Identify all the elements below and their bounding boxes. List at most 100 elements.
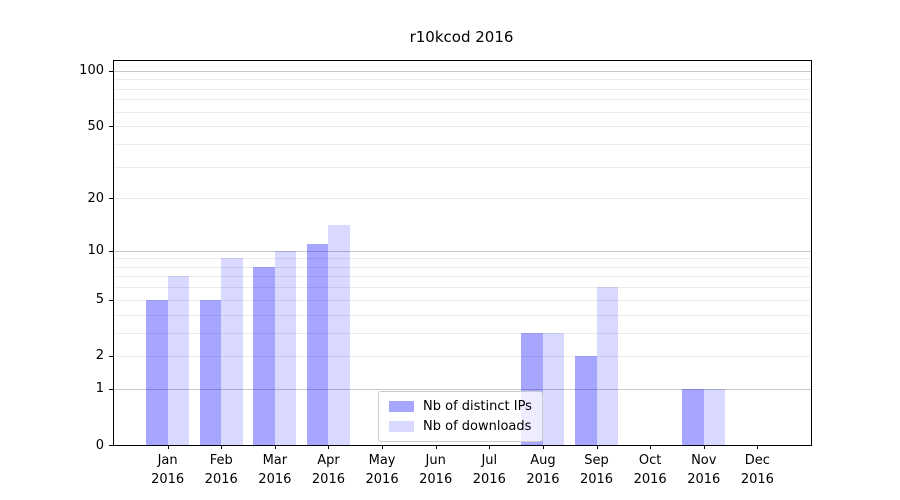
bar-downloads <box>703 388 726 445</box>
x-axis-tick-label: Jun 2016 <box>396 452 476 490</box>
year-label: 2016 <box>687 471 721 487</box>
x-tick-mark <box>650 445 652 449</box>
month-label: Jan <box>157 453 178 468</box>
minor-gridline <box>114 314 811 316</box>
x-tick-mark <box>757 445 759 449</box>
x-tick-mark <box>435 445 437 449</box>
y-axis-tick-label: 50 <box>87 118 104 134</box>
month-label: Oct <box>638 453 662 468</box>
month-label: Feb <box>209 453 233 468</box>
y-tick-mark <box>109 70 114 72</box>
month-label: Dec <box>744 453 770 468</box>
legend: Nb of distinct IPs Nb of downloads <box>378 391 543 442</box>
x-tick-mark <box>382 445 384 449</box>
bar-distinct-ips <box>253 266 275 445</box>
minor-gridline <box>114 111 811 113</box>
month-label: Jul <box>481 453 498 468</box>
bar-distinct-ips <box>575 355 597 445</box>
bar-distinct-ips <box>199 299 222 445</box>
minor-gridline <box>114 126 811 128</box>
x-tick-mark <box>489 445 491 449</box>
y-tick-mark <box>109 355 114 357</box>
minor-gridline <box>114 355 811 357</box>
month-label: May <box>368 453 396 468</box>
bar-distinct-ips <box>682 388 704 445</box>
minor-gridline <box>114 79 811 81</box>
y-axis-tick-label: 5 <box>95 292 104 308</box>
year-label: 2016 <box>258 471 292 487</box>
x-tick-mark <box>596 445 598 449</box>
y-tick-mark <box>109 388 114 390</box>
year-label: 2016 <box>579 471 614 487</box>
x-tick-mark <box>274 445 276 449</box>
major-gridline <box>114 388 811 390</box>
minor-gridline <box>114 88 811 90</box>
bar-downloads <box>274 250 297 445</box>
bar-distinct-ips <box>306 243 329 445</box>
bar-downloads <box>328 225 350 445</box>
x-axis-tick-label: May 2016 <box>342 452 422 490</box>
year-label: 2016 <box>311 471 345 487</box>
minor-gridline <box>114 299 811 301</box>
y-tick-mark <box>109 126 114 128</box>
y-axis-tick-label: 100 <box>79 63 104 79</box>
legend-swatch-downloads-icon <box>389 421 414 432</box>
year-label: 2016 <box>151 471 185 487</box>
legend-item-distinct-ips: Nb of distinct IPs <box>389 399 532 414</box>
y-axis-tick-label: 1 <box>95 381 104 397</box>
month-label: Sep <box>584 453 609 468</box>
year-label: 2016 <box>204 471 238 487</box>
minor-gridline <box>114 99 811 101</box>
x-axis-tick-label: Dec 2016 <box>717 452 797 490</box>
x-axis-tick-label: Sep 2016 <box>557 452 637 490</box>
y-tick-mark <box>109 299 114 301</box>
month-label: Aug <box>530 453 556 468</box>
minor-gridline <box>114 198 811 200</box>
year-label: 2016 <box>740 471 774 487</box>
x-axis-tick-label: Aug 2016 <box>503 452 583 490</box>
y-axis-tick-label: 10 <box>87 243 104 259</box>
month-label: Mar <box>262 453 288 468</box>
year-label: 2016 <box>526 471 560 487</box>
x-axis-tick-label: Jan 2016 <box>128 452 208 490</box>
x-tick-mark <box>221 445 223 449</box>
chart-title: r10kcod 2016 <box>409 28 514 46</box>
y-axis-tick-label: 20 <box>87 190 104 206</box>
legend-label-distinct-ips: Nb of distinct IPs <box>423 399 532 414</box>
y-tick-mark <box>109 198 114 200</box>
x-axis-tick-label: Oct 2016 <box>610 452 690 490</box>
year-label: 2016 <box>633 471 667 487</box>
year-label: 2016 <box>472 471 506 487</box>
year-label: 2016 <box>365 471 399 487</box>
legend-swatch-distinct-ips-icon <box>389 401 414 412</box>
bar-downloads <box>167 276 190 445</box>
x-tick-mark <box>542 445 544 449</box>
x-axis-tick-label: Mar 2016 <box>235 452 315 490</box>
x-axis-tick-label: Apr 2016 <box>288 452 368 490</box>
major-gridline <box>114 250 811 252</box>
y-tick-mark <box>109 250 114 252</box>
minor-gridline <box>114 287 811 289</box>
x-axis-tick-label: Nov 2016 <box>664 452 744 490</box>
minor-gridline <box>114 166 811 168</box>
bar-downloads <box>221 258 243 445</box>
y-axis-tick-label: 0 <box>95 437 104 453</box>
month-label: Jun <box>425 453 446 468</box>
x-tick-mark <box>328 445 330 449</box>
plot-area: Nb of distinct IPs Nb of downloads 100 50… <box>79 60 812 487</box>
x-axis-tick-label: Jul 2016 <box>449 452 529 490</box>
bar-downloads <box>596 287 619 445</box>
year-label: 2016 <box>419 471 453 487</box>
minor-gridline <box>114 276 811 278</box>
x-tick-mark <box>703 445 705 449</box>
x-axis-tick-label: Feb 2016 <box>181 452 261 490</box>
x-tick-mark <box>167 445 169 449</box>
legend-item-downloads: Nb of downloads <box>389 419 532 434</box>
month-label: Nov <box>691 453 717 468</box>
minor-gridline <box>114 258 811 260</box>
y-tick-mark <box>109 445 114 446</box>
y-axis-tick-label: 2 <box>95 348 104 364</box>
legend-label-downloads: Nb of downloads <box>423 419 532 434</box>
minor-gridline <box>114 143 811 145</box>
